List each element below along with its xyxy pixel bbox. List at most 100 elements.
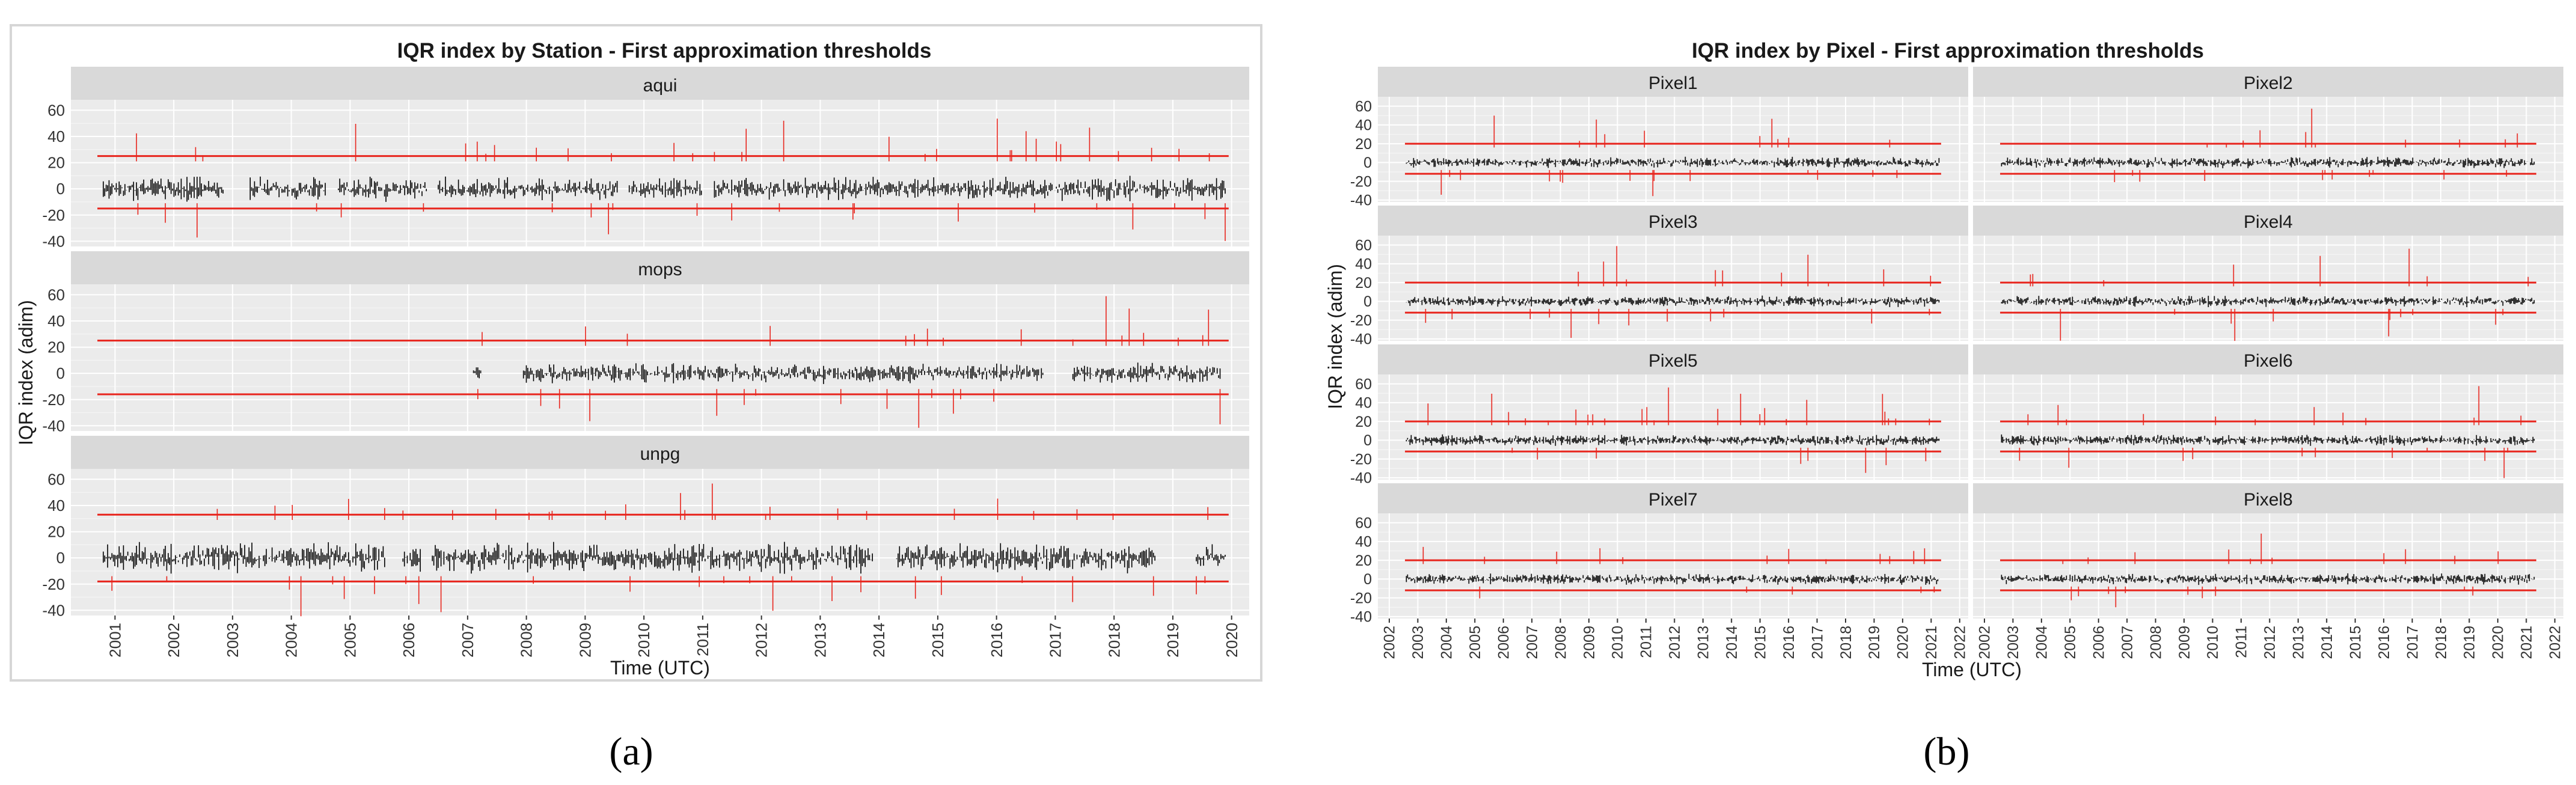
panel-pixel5: -40 -20 0 20 40 60: [1350, 374, 1968, 487]
x-tick-label: 2007: [1524, 626, 1541, 659]
y-tick-label: 60: [47, 102, 65, 120]
strip-pixel1: [1378, 67, 1968, 97]
panel-pixel4: [1973, 236, 2563, 341]
y-tick-label: -40: [1350, 470, 1372, 487]
x-tick-label: 2018: [1838, 626, 1855, 659]
y-tick-label: 20: [1355, 414, 1372, 430]
y-tick-label: 40: [1355, 117, 1372, 134]
strip-label-pixel4: Pixel4: [2244, 212, 2293, 232]
panel-pixel2: [1973, 97, 2563, 202]
y-tick-label: 20: [47, 338, 65, 356]
panel-pixel6: [1973, 374, 2563, 480]
x-tick-label: 2006: [1496, 626, 1513, 659]
y-tick-label: 0: [57, 180, 65, 198]
y-tick-label: -40: [42, 417, 65, 435]
chart-a-x-label: Time (UTC): [610, 657, 710, 679]
iqr-series-pixel4: [2001, 296, 2535, 307]
x-tick-label: 2009: [2176, 626, 2193, 659]
y-tick-label: 0: [1363, 154, 1372, 171]
y-tick-label: 40: [47, 496, 65, 515]
x-tick-label: 2015: [1752, 626, 1769, 659]
x-tick-label: 2005: [341, 623, 359, 658]
y-tick-label: 60: [47, 286, 65, 304]
strip-label-pixel5: Pixel5: [1648, 351, 1698, 371]
y-tick-label: 20: [1355, 136, 1372, 153]
strip-pixel4: [1973, 206, 2563, 236]
y-tick-label: -40: [1350, 331, 1372, 348]
y-tick-label: -20: [42, 206, 65, 224]
iqr-series-pixel2: [2001, 156, 2535, 168]
x-tick-label: 2003: [2005, 626, 2022, 659]
panel-bg-pixel2: [1973, 97, 2563, 202]
strip-pixel5: [1378, 344, 1968, 374]
panel-bg-pixel5: [1378, 374, 1968, 480]
x-tick-label: 2020: [2490, 626, 2507, 659]
panel-bg-pixel7: [1378, 513, 1968, 619]
y-tick-label: 0: [1363, 293, 1372, 310]
strip-mops: [71, 251, 1249, 284]
x-tick-label: 2013: [2290, 626, 2307, 659]
chart-b-x-ticks: 2002 2003 2004 2005 2006 2007 2008 2009 2010 2011…: [1381, 619, 2564, 659]
x-tick-label: 2009: [577, 623, 595, 658]
chart-b-pixel: IQR index by Pixel - First approximation…: [1324, 39, 2564, 680]
x-tick-label: 2018: [2433, 626, 2450, 659]
chart-a-title: IQR index by Station - First approximati…: [397, 39, 932, 63]
panel-aqui: -40 -20 0 20 40 60: [42, 100, 1249, 250]
y-tick-label: 60: [47, 471, 65, 489]
iqr-series-pixel8: [2001, 573, 2535, 585]
x-tick-label: 2019: [1866, 626, 1883, 659]
strip-label-unpg: unpg: [640, 444, 681, 464]
y-tick-label: 40: [1355, 395, 1372, 412]
x-tick-label: 2016: [1781, 626, 1797, 659]
y-tick-label: -40: [1350, 609, 1372, 626]
strip-label-pixel2: Pixel2: [2244, 73, 2293, 93]
strip-pixel2: [1973, 67, 2563, 97]
chart-b-y-label: IQR index (adim): [1324, 264, 1346, 409]
x-tick-label: 2007: [459, 623, 477, 658]
panel-bg-pixel3: [1378, 236, 1968, 341]
y-tick-label: 20: [47, 523, 65, 541]
x-tick-label: 2016: [2376, 626, 2393, 659]
x-tick-label: 2013: [812, 623, 830, 658]
y-tick-label: -20: [42, 575, 65, 593]
x-tick-label: 2017: [2404, 626, 2421, 659]
iqr-series-pixel1: [1406, 156, 1940, 168]
panel-bg-mops: [71, 284, 1249, 431]
x-tick-label: 2016: [988, 623, 1006, 658]
panel-bg-pixel1: [1378, 97, 1968, 202]
iqr-series-unpg: [103, 542, 1226, 574]
x-tick-label: 2018: [1105, 623, 1123, 658]
x-tick-label: 2011: [1638, 626, 1655, 658]
x-tick-label: 2012: [1666, 626, 1683, 659]
panel-pixel1: -40 -20 020 40 60: [1350, 97, 1968, 209]
strip-label-aqui: aqui: [643, 76, 678, 96]
chart-b-title: IQR index by Pixel - First approximation…: [1692, 39, 2204, 63]
x-tick-label: 2010: [1609, 626, 1626, 659]
x-tick-label: 2003: [1410, 626, 1427, 659]
y-tick-label: 20: [1355, 275, 1372, 292]
y-tick-label: 60: [1355, 515, 1372, 531]
strip-label-pixel6: Pixel6: [2244, 351, 2293, 371]
iqr-series-pixel3: [1406, 295, 1940, 307]
panel-bg-pixel6: [1973, 374, 2563, 480]
x-tick-label: 2010: [2204, 626, 2221, 659]
x-tick-label: 2020: [1895, 626, 1912, 659]
y-tick-label: 40: [1355, 256, 1372, 273]
x-tick-label: 2015: [2347, 626, 2364, 659]
y-tick-label: 40: [47, 127, 65, 145]
chart-a-station: IQR index by Station - First approximati…: [10, 24, 1262, 682]
y-tick-label: -20: [1350, 451, 1372, 468]
chart-a-x-ticks: 2001 2002 2003 2004 2005 2006 2007 2008 2009 2010…: [106, 615, 1241, 658]
x-tick-label: 2001: [106, 623, 124, 658]
y-tick-label: -20: [1350, 590, 1372, 606]
y-tick-label: -20: [1350, 173, 1372, 190]
y-tick-label: -40: [42, 232, 65, 250]
panel-pixel8: [1973, 513, 2563, 619]
x-tick-label: 2013: [1695, 626, 1712, 659]
y-tick-label: 60: [1355, 376, 1372, 392]
panel-bg-pixel8: [1973, 513, 2563, 619]
chart-b-x-label: Time (UTC): [1922, 659, 2022, 680]
panel-bg-aqui: [71, 100, 1249, 246]
x-tick-label: 2012: [753, 623, 771, 658]
